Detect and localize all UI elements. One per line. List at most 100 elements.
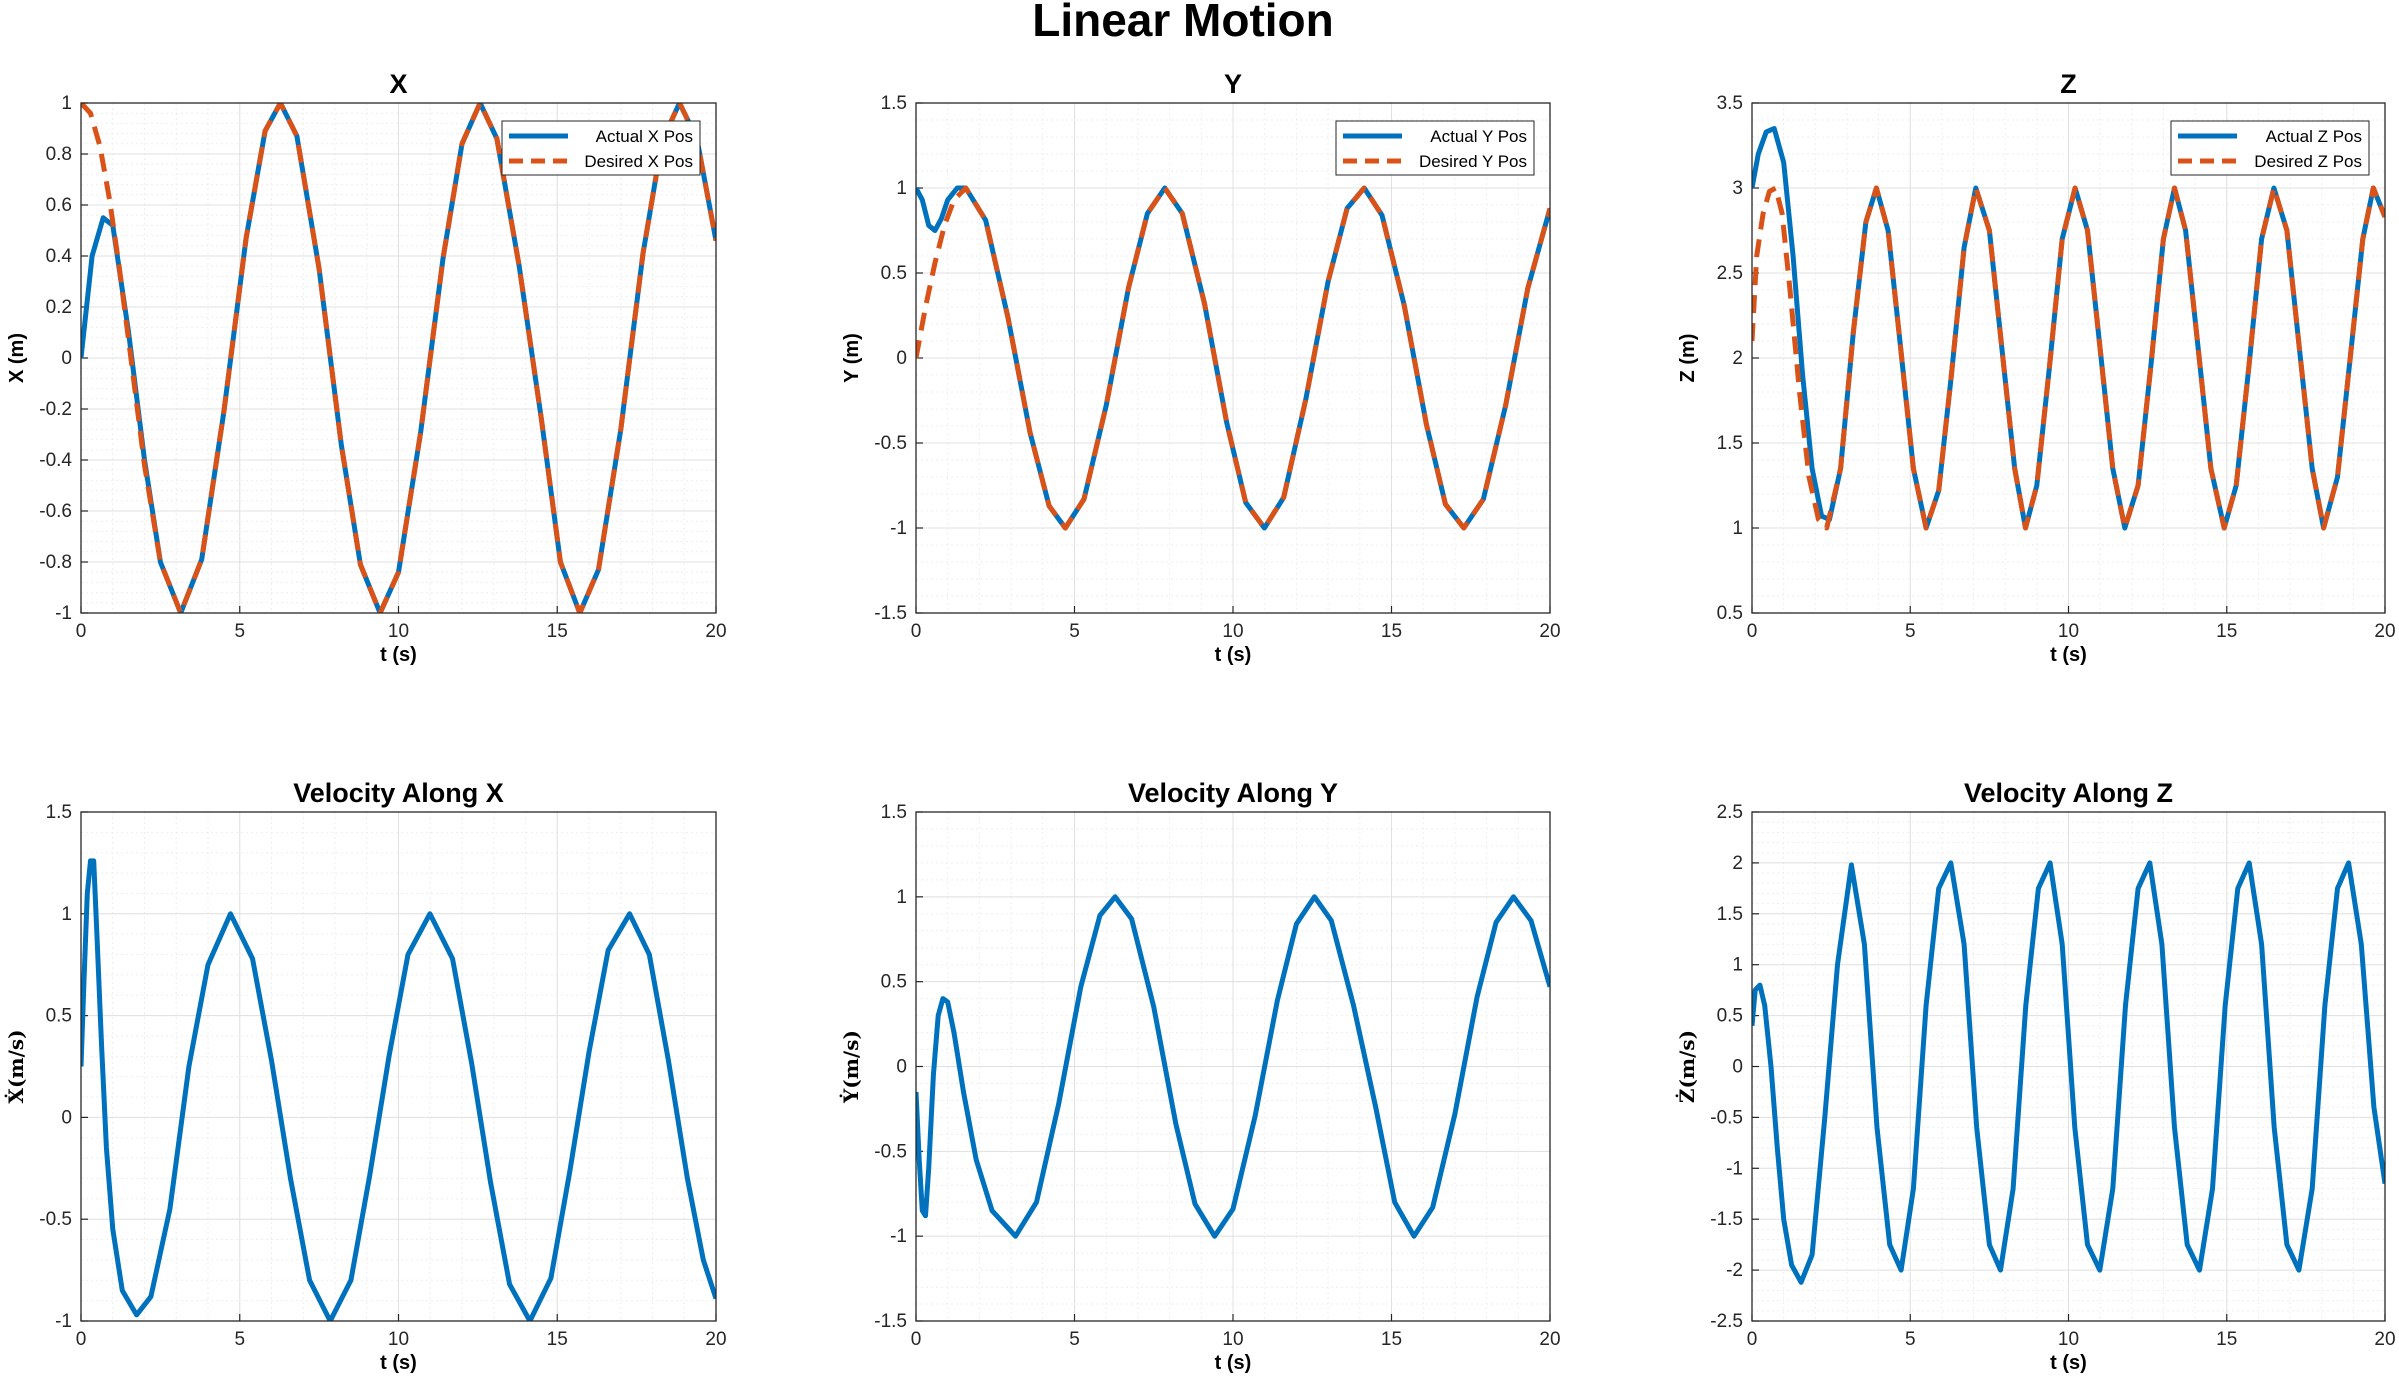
x-tick-label: 15 [2216,621,2237,642]
y-axis-label: Z (m) [1677,334,1699,383]
x-tick-label: 20 [2374,621,2395,642]
x-tick-label: 20 [705,621,726,642]
y-tick-label: 0.6 [46,195,72,216]
y-tick-label: 1 [896,178,907,199]
y-tick-label: 0.5 [881,972,907,993]
x-axis-label: t (s) [1215,644,1252,666]
y-tick-label: 0.5 [881,263,907,284]
y-tick-label: -0.5 [874,1141,907,1162]
x-tick-label: 15 [1381,1329,1402,1350]
subplot-y-velocity: 0 5 10 15 20 -1.5 -1 -0.5 0 0.5 1 1.5 Velocity Along… [839,778,1561,1374]
y-tick-label: -0.6 [39,501,72,522]
y-tick-label: 0.4 [46,246,73,267]
y-tick-label: 2 [1732,348,1743,369]
y-tick-label: 1.5 [46,802,72,823]
y-axis-label: X (m) [6,333,28,383]
y-axis-label: Ẋ(m/s) [4,1029,28,1103]
x-tick-label: 5 [1069,1329,1080,1350]
x-tick-label: 0 [76,1329,87,1350]
x-tick-label: 15 [547,621,568,642]
x-axis-label: t (s) [2050,644,2087,666]
y-tick-label: -1 [890,518,907,539]
x-tick-label: 20 [1539,1329,1560,1350]
y-tick-label: 2.5 [1717,263,1743,284]
axes-box [915,811,1551,1322]
y-tick-label: -0.8 [39,552,72,573]
y-tick-label: -1.5 [1710,1209,1743,1230]
legend-entry: Desired X Pos [584,152,693,171]
axes-box [80,811,717,1322]
y-tick-label: 2 [1732,853,1743,874]
x-tick-label: 10 [388,621,409,642]
x-tick-label: 5 [1069,621,1080,642]
figure-title: Linear Motion [1032,0,1334,46]
y-tick-label: -1.5 [874,603,907,624]
y-tick-label: -1 [55,1311,72,1332]
x-tick-label: 0 [911,621,922,642]
y-tick-label: -0.5 [874,433,907,454]
subplot-title: Y [1224,69,1242,99]
legend: Actual X Pos Desired X Pos [501,120,701,176]
y-tick-label: 0.5 [1717,1006,1743,1027]
y-tick-label: 0.2 [46,297,72,318]
y-tick-label: -1 [55,603,72,624]
subplot-title: Velocity Along X [293,778,504,808]
x-tick-label: 5 [234,1329,245,1350]
y-tick-label: -0.4 [39,450,72,471]
legend-box [1335,120,1535,176]
y-tick-label: 1.5 [881,93,907,114]
series-line-desired [916,185,1550,531]
y-tick-label: 1 [896,887,907,908]
legend: Actual Y Pos Desired Y Pos [1335,120,1535,176]
x-tick-label: 10 [2058,621,2079,642]
x-axis-label: t (s) [2050,1352,2087,1374]
y-tick-label: 0.5 [46,1006,72,1027]
y-tick-label: 0.8 [46,144,72,165]
x-tick-label: 10 [1222,1329,1243,1350]
legend-entry: Actual Z Pos [2266,127,2362,146]
legend-entry: Actual Y Pos [1430,127,1527,146]
y-tick-label: 0.5 [1717,603,1743,624]
subplot-z-position: 0 5 10 15 20 0.5 1 1.5 2 2.5 3 3.5 Zt (s) Z (m) Actual… [1677,69,2396,666]
x-tick-label: 20 [705,1329,726,1350]
y-tick-label: 0 [896,1057,907,1078]
subplot-grid: 0 5 10 15 20-1-0.8-0.6-0.4-0.200.20.40.60.81… [4,69,2396,1374]
x-tick-label: 0 [1747,621,1758,642]
y-tick-label: 1.5 [1717,433,1743,454]
y-axis-label: Ẏ(m/s) [839,1030,863,1104]
x-tick-label: 15 [547,1329,568,1350]
y-tick-label: -0.5 [1710,1107,1743,1128]
series-line-actual [1752,860,2385,1285]
x-tick-label: 5 [1905,621,1916,642]
y-axis-label: Y (m) [841,333,863,383]
x-tick-label: 5 [234,621,245,642]
y-tick-label: 1 [1732,955,1743,976]
series-line-desired [81,103,716,613]
x-axis-label: t (s) [1215,1352,1252,1374]
legend-box [2170,120,2370,176]
y-tick-label: -1 [1726,1158,1743,1179]
legend: Actual Z Pos Desired Z Pos [2170,120,2370,176]
legend-box [501,120,701,176]
y-tick-label: 0 [896,348,907,369]
axes-box [80,102,717,614]
y-axis-label: Ż(m/s) [1675,1030,1699,1103]
subplot-x-position: 0 5 10 15 20 -1 -0.8 -0.6 -0.4 -0.2 0 0.2 0.4 0.6 0.8 1… [6,69,727,666]
subplot-title: Velocity Along Y [1128,778,1338,808]
y-tick-label: -2 [1726,1260,1743,1281]
axes-box [1751,811,2386,1322]
x-axis-label: t (s) [380,1352,417,1374]
series-line-actual [916,894,1550,1239]
y-tick-label: -1 [890,1226,907,1247]
y-tick-label: 1 [61,904,72,925]
x-tick-label: 0 [911,1329,922,1350]
y-tick-label: 0 [61,348,72,369]
legend-entry: Actual X Pos [596,127,693,146]
y-tick-label: -1.5 [874,1311,907,1332]
subplot-y-position: 0 5 10 15 20 -1.5 -1 -0.5 0 0.5 1 1.5 Yt (s) Y (m) Act… [841,69,1561,666]
subplot-title: Z [2060,69,2077,99]
axes-box [915,102,1551,614]
legend-entry: Desired Y Pos [1419,152,1527,171]
subplot-z-velocity: 0 5 10 15 20 -2.5 -2 -1.5 -1 -0.5 0 0.5 1 1.5 2 2.5 Velo… [1675,778,2396,1374]
